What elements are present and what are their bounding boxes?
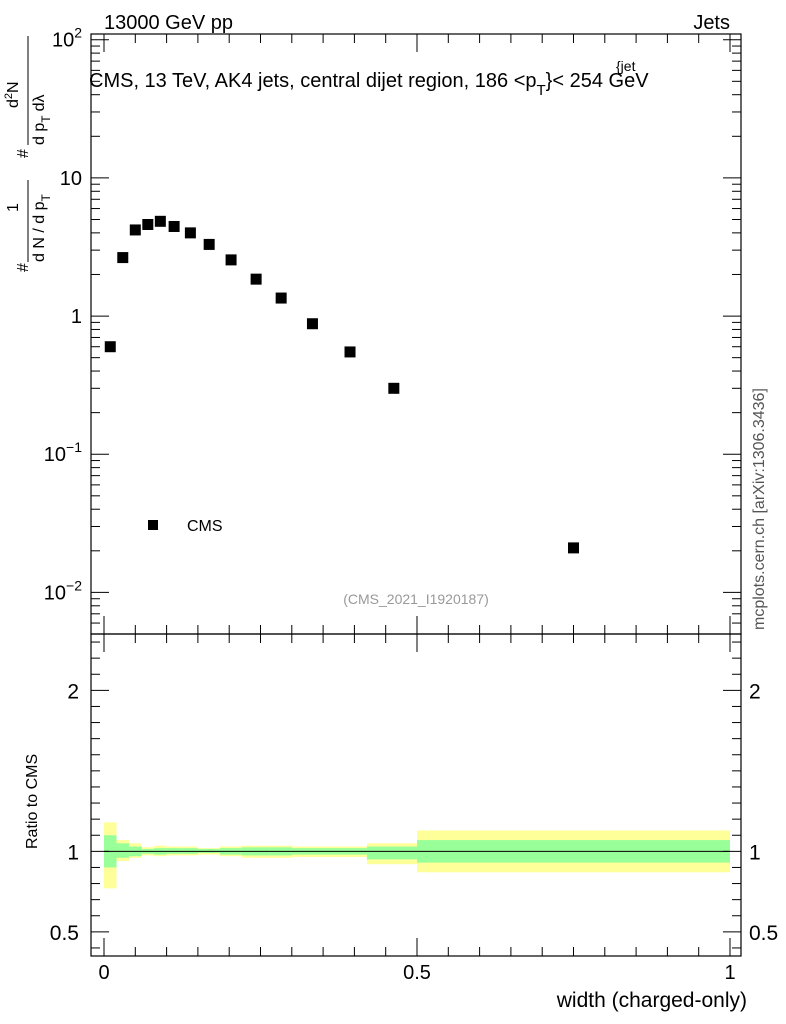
ylab-frac2-bottom: d pTdλ xyxy=(31,95,53,146)
data-point xyxy=(250,273,262,285)
ratio-band-inner xyxy=(116,843,130,858)
ylab-hash: # xyxy=(15,263,32,272)
x-tick-label: 0.5 xyxy=(403,962,431,984)
ratio-y-tick-label-right: 2 xyxy=(749,680,761,703)
y-tick-label: 10−1 xyxy=(44,439,82,466)
ratio-y-tick-label-left: 2 xyxy=(67,680,79,703)
data-point xyxy=(168,220,180,232)
data-points xyxy=(104,215,579,554)
data-point xyxy=(568,542,579,554)
y-tick-label: 102 xyxy=(52,25,82,52)
ratio-band-inner xyxy=(366,846,417,860)
ratio-y-tick-label-left: 0.5 xyxy=(50,922,79,945)
data-point xyxy=(142,218,154,230)
header-left: 13000 GeV pp xyxy=(104,12,233,34)
legend-label: CMS xyxy=(187,518,223,535)
y-tick-label: 1 xyxy=(71,306,82,328)
x-tick-label: 1 xyxy=(724,962,735,984)
x-tick-label: 0 xyxy=(98,962,109,984)
ratio-y-label: Ratio to CMS xyxy=(24,754,41,849)
chart-title: CMS, 13 TeV, AK4 jets, central dijet reg… xyxy=(89,70,649,99)
main-ticks xyxy=(91,34,741,635)
analysis-ref: (CMS_2021_I1920187) xyxy=(343,591,489,607)
ratio-bands xyxy=(104,822,730,889)
data-point xyxy=(275,292,287,304)
data-point xyxy=(129,224,141,236)
y-tick-label: 10−2 xyxy=(44,577,82,604)
ratio-y-tick-label-left: 1 xyxy=(67,841,79,864)
data-point xyxy=(306,318,318,330)
ylab-frac-bottom: d N / d pT xyxy=(31,194,53,262)
title-main: CMS, 13 TeV, AK4 jets, central dijet reg… xyxy=(89,70,537,92)
data-point xyxy=(154,215,166,227)
y-tick-label: 10 xyxy=(60,168,82,190)
ylab-frac-top: 1 xyxy=(5,203,22,212)
title-end: }< 254 GeV xyxy=(546,70,650,92)
ratio-ticks xyxy=(91,634,741,956)
ylab-frac2-top: d2N xyxy=(3,81,22,108)
side-label: mcplots.cern.ch [arXiv:1306.3436] xyxy=(751,388,768,630)
ratio-frame xyxy=(90,633,742,957)
data-point xyxy=(203,238,215,250)
x-axis-label: width (charged-only) xyxy=(556,989,747,1012)
main-y-tick-labels: 102 10 1 10−1 10−2 xyxy=(44,25,82,605)
title-sup: {jet xyxy=(616,58,636,74)
data-point xyxy=(104,341,116,353)
ylab-hash2: # xyxy=(15,149,32,158)
data-point xyxy=(184,227,196,239)
ratio-y-tick-label-right: 1 xyxy=(749,841,761,864)
main-frame xyxy=(90,33,742,635)
ratio-tick-labels: 0.5 0.5 1 1 2 2 xyxy=(50,680,778,945)
x-tick-labels: 0 0.5 1 xyxy=(98,962,735,984)
data-point xyxy=(117,252,129,264)
header-right: Jets xyxy=(693,12,730,34)
ratio-y-tick-label-right: 0.5 xyxy=(749,922,778,945)
data-point xyxy=(388,382,400,394)
y-axis-label: # 1 d N / d pT # d2N d pTdλ xyxy=(3,36,53,272)
legend-marker xyxy=(148,520,158,530)
title-sub: T xyxy=(537,82,546,99)
data-point xyxy=(344,346,356,358)
data-point xyxy=(225,254,237,266)
